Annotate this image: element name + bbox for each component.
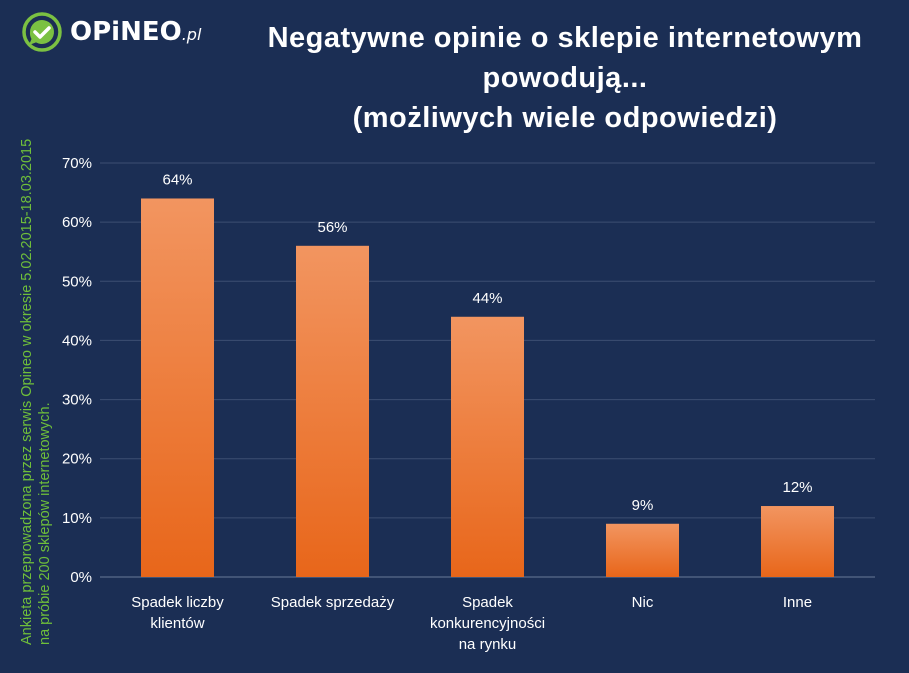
x-tick-label: konkurencyjności [430, 615, 545, 632]
data-label: 9% [632, 497, 654, 514]
data-label: 64% [162, 171, 192, 188]
x-tick-label: Spadek liczby [131, 594, 224, 611]
y-tick-label: 30% [62, 392, 92, 409]
data-label: 44% [472, 290, 502, 307]
opineo-logo: OPiNEO.pl [22, 12, 201, 52]
x-tick-label: Nic [632, 594, 654, 611]
x-tick-label: klientów [150, 615, 204, 632]
y-tick-label: 60% [62, 214, 92, 231]
title-line: Negatywne opinie o sklepie internetowym [267, 22, 863, 54]
x-tick-label: Inne [783, 594, 812, 611]
title-line: (możliwych wiele odpowiedzi) [352, 102, 778, 134]
y-tick-label: 0% [70, 569, 92, 586]
x-tick-label: na rynku [459, 636, 517, 653]
logo-text: OPiNEO.pl [70, 17, 202, 47]
data-label: 12% [782, 479, 812, 496]
bar [141, 198, 214, 577]
y-tick-label: 70% [62, 155, 92, 172]
bar [606, 523, 679, 577]
bar [296, 245, 369, 578]
x-tick-label: Spadek [462, 594, 513, 611]
y-tick-label: 50% [62, 273, 92, 290]
y-tick-label: 10% [62, 510, 92, 527]
bar [761, 506, 834, 577]
y-tick-label: 20% [62, 451, 92, 468]
x-tick-label: Spadek sprzedaży [271, 594, 395, 611]
data-label: 56% [317, 219, 347, 236]
title-line: powodują... [482, 62, 648, 94]
bar [451, 316, 524, 577]
y-tick-label: 40% [62, 332, 92, 349]
chart-title: Negatywne opinie o sklepie internetowym … [225, 18, 905, 138]
check-bubble-icon [22, 12, 62, 52]
